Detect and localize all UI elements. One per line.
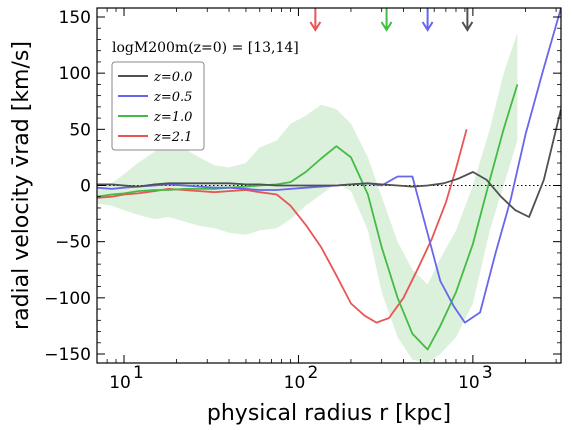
y-tick-label-6: 150 [59,8,91,28]
y-tick-label-4: 50 [69,120,91,140]
marker-arrow-0 [461,8,474,32]
marker-arrow-2 [380,8,393,32]
legend: z=0.0 z=0.5 z=1.0 z=2.1 [111,61,205,151]
x-axis-label: physical radius r [kpc] [207,401,451,426]
y-tick-label-1: −100 [44,289,91,309]
x-tick-exponent-2: 3 [482,363,493,383]
annotation: logM200m(z=0) = [13,14] [112,40,299,56]
y-tick-label-3: 0 [80,177,91,197]
y-tick-label-5: 100 [59,64,91,84]
legend-frame [111,61,205,151]
series-line-0 [97,108,561,218]
legend-label-2: z=1.0 [153,110,192,125]
marker-arrow-1 [421,8,434,32]
x-tick-exponent-0: 1 [133,363,144,383]
arrow-layer [309,8,474,32]
y-tick-label-0: −150 [44,345,91,365]
x-tick-label-0: 10 [109,373,131,393]
series-layer [97,8,561,351]
x-tick-label-1: 10 [284,373,306,393]
legend-label-0: z=0.0 [153,70,192,85]
y-tick-label-2: −50 [55,233,91,253]
marker-arrow-3 [309,8,322,32]
y-axis-label: radial velocity v̄rad [km/s] [9,41,34,330]
x-tick-label-2: 10 [458,373,480,393]
series-line-2 [97,84,519,351]
x-tick-exponent-1: 2 [307,363,318,383]
legend-label-1: z=0.5 [153,90,192,105]
legend-label-3: z=2.1 [153,130,192,145]
